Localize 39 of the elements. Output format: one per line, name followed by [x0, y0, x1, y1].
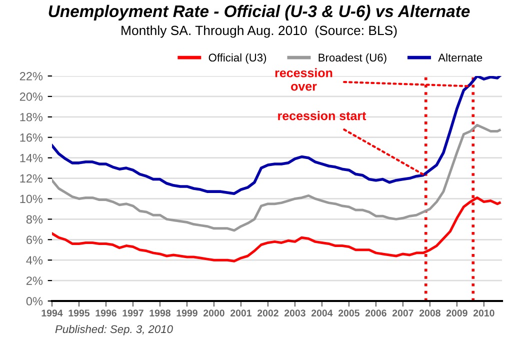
x-tick-label: 2004 — [311, 310, 333, 316]
x-tick-label: 2000 — [203, 310, 224, 316]
y-tick-label: 6% — [26, 236, 43, 244]
x-tick-label: 1996 — [96, 310, 116, 316]
line-series — [52, 76, 501, 196]
chart-subtitle: Monthly SA. Through Aug. 2010 (Source: BLS) — [122, 25, 397, 38]
y-tick-label: 4% — [26, 256, 43, 264]
annotation: recession start — [278, 111, 366, 120]
y-tick-label: 12% — [20, 174, 43, 183]
x-tick-label: 2006 — [365, 310, 386, 316]
x-tick-label: 1997 — [122, 310, 144, 316]
x-tick-label: 2001 — [230, 310, 252, 316]
text: Published: Sep. 3, 2010 — [55, 324, 173, 336]
x-tick-label: 1998 — [150, 310, 170, 316]
x-tick-label: 2003 — [284, 310, 306, 316]
y-tick-label: 2% — [26, 276, 43, 285]
y-tick-label: 18% — [20, 112, 43, 122]
x-tick-label: 2009 — [446, 310, 468, 316]
y-tick-label: 10% — [20, 194, 43, 204]
line-series — [52, 124, 501, 232]
y-tick-label: 20% — [20, 92, 43, 101]
chart-title: Unemployment Rate - Official (U-3 & U-6) vs Alternate — [48, 4, 470, 20]
y-tick-label: 22% — [20, 72, 43, 80]
y-tick-label: 16% — [20, 133, 43, 142]
x-tick-label: 2005 — [338, 310, 360, 316]
x-tick-label: 2010 — [473, 310, 494, 316]
x-tick-label: 2008 — [419, 310, 440, 316]
y-tick-label: 8% — [26, 215, 43, 224]
x-tick-label: 2007 — [392, 310, 414, 316]
legend-label: Broadest (U6) — [318, 53, 386, 64]
x-tick-label: 1999 — [176, 310, 198, 316]
annotation: recession over — [275, 68, 332, 91]
legend-label: Alternate — [438, 53, 482, 62]
y-tick-label: 0% — [26, 297, 43, 306]
legend-label: Official (U3) — [208, 53, 266, 64]
x-tick-label: 2002 — [257, 310, 278, 316]
x-tick-label: 1995 — [68, 310, 90, 316]
y-tick-label: 14% — [20, 154, 43, 162]
x-tick-label: 1994 — [42, 310, 63, 316]
